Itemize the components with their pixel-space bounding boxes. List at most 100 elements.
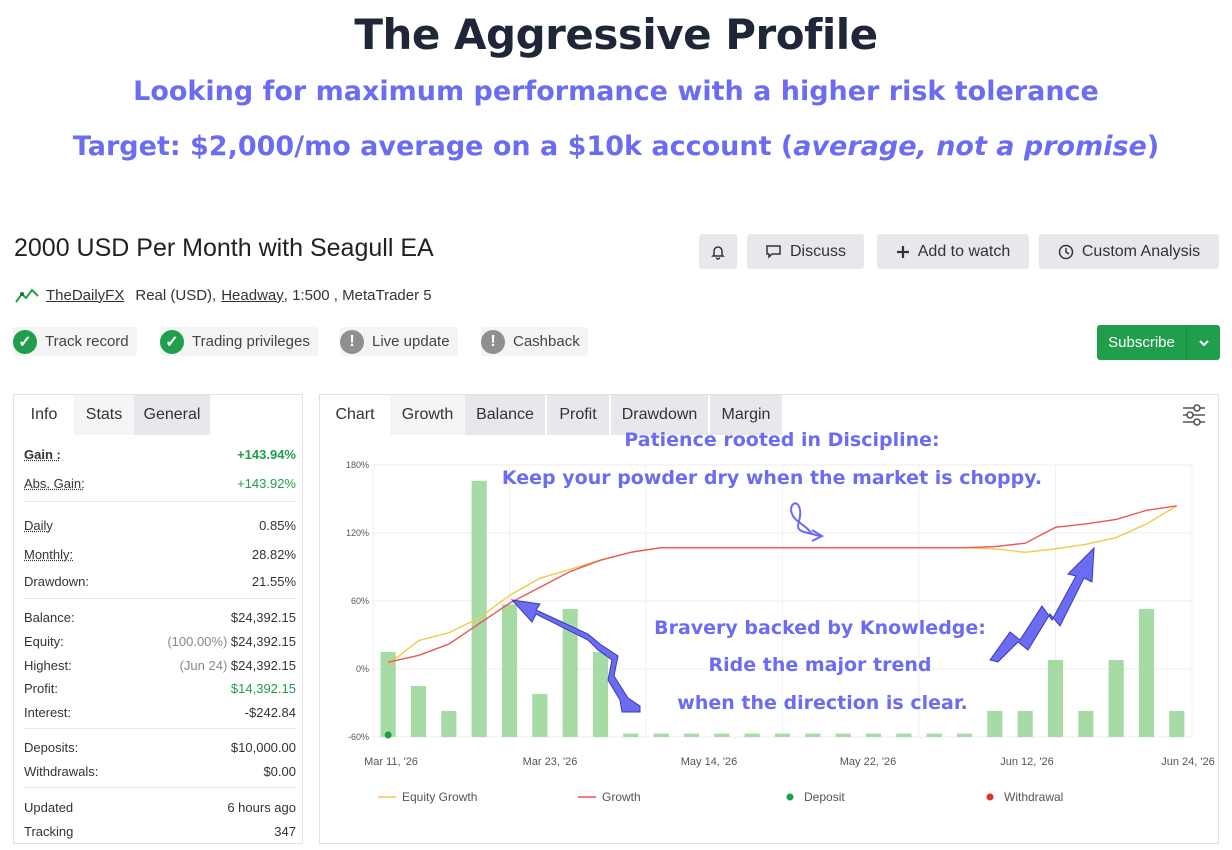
author-link[interactable]: TheDailyFX	[46, 286, 125, 304]
bar	[471, 480, 487, 737]
subscribe-dropdown[interactable]	[1186, 325, 1220, 360]
stat-label: Updated	[24, 799, 74, 815]
bar	[532, 693, 548, 737]
badge-trading-privileges[interactable]: ✓ Trading privileges	[160, 327, 318, 356]
tab-profit[interactable]: Profit	[547, 395, 609, 435]
stat-note: (100.00%)	[167, 633, 228, 649]
stat-daily: Daily 0.85%	[24, 516, 296, 534]
bar	[805, 733, 821, 737]
stat-label: Drawdown:	[24, 573, 90, 589]
bar	[1138, 608, 1155, 737]
tab-info[interactable]: Info	[14, 395, 74, 435]
stat-label: Profit:	[24, 680, 58, 696]
add-to-watch-label: Add to watch	[917, 242, 1011, 260]
stats-panel: Info Stats General Gain : +143.94% Abs. …	[13, 394, 303, 844]
chart-settings-icon[interactable]	[1181, 403, 1207, 427]
bar	[380, 652, 396, 737]
legend-label: Deposit	[804, 790, 845, 804]
custom-analysis-button[interactable]: Custom Analysis	[1039, 234, 1219, 269]
divider	[24, 501, 296, 502]
stat-label: Highest:	[24, 657, 72, 673]
tab-balance[interactable]: Balance	[465, 395, 545, 435]
stat-note: (Jun 24)	[179, 657, 228, 673]
y-tick-label: 0%	[356, 664, 369, 674]
bar	[410, 686, 427, 737]
stat-label[interactable]: Abs. Gain:	[24, 475, 85, 491]
target-prefix: Target: $2,000/mo average on a $10k acco…	[72, 131, 794, 162]
subscribe-button[interactable]: Subscribe	[1097, 325, 1220, 360]
stat-value: (100.00%) $24,392.15	[167, 634, 296, 649]
bell-icon	[711, 245, 725, 260]
growth-line	[388, 505, 1177, 663]
annotation-patience-body: Keep your powder dry when the market is …	[501, 467, 1043, 489]
broker-link[interactable]: Headway	[221, 286, 284, 304]
stat-highest: Highest: (Jun 24) $24,392.15	[24, 656, 296, 674]
annotation-bravery-line1: Ride the major trend	[708, 654, 932, 676]
x-tick-label: Mar 11, '26	[364, 756, 418, 768]
x-tick-label: Jun 24, '26	[1161, 756, 1214, 768]
stat-profit: Profit: $14,392.15	[24, 679, 296, 697]
stats-tabs: Info Stats General	[14, 395, 302, 435]
stat-abs-gain: Abs. Gain: +143.92%	[24, 474, 296, 492]
tab-drawdown[interactable]: Drawdown	[611, 395, 708, 435]
bar	[683, 733, 700, 737]
y-tick-label: 120%	[346, 528, 369, 538]
tab-margin[interactable]: Margin	[710, 395, 782, 435]
chevron-down-icon	[1198, 339, 1209, 346]
tab-chart[interactable]: Chart	[320, 395, 390, 435]
badge-track-record[interactable]: ✓ Track record	[13, 327, 137, 356]
subscribe-label[interactable]: Subscribe	[1108, 334, 1175, 351]
bar	[744, 733, 760, 737]
stat-label[interactable]: Gain :	[24, 446, 61, 462]
author-logo-icon	[15, 288, 39, 303]
badge-label: Trading privileges	[192, 333, 310, 350]
stat-tracking: Tracking 347	[24, 822, 296, 840]
divider	[24, 598, 296, 599]
stat-label[interactable]: Daily	[24, 517, 53, 533]
legend-label: Withdrawal	[1004, 790, 1063, 804]
tab-stats[interactable]: Stats	[74, 395, 134, 435]
x-tick-label: May 14, '26	[681, 756, 738, 768]
stat-updated: Updated 6 hours ago	[24, 798, 296, 816]
bar	[1047, 659, 1064, 737]
bar	[926, 733, 942, 737]
bar	[896, 733, 912, 737]
custom-analysis-label: Custom Analysis	[1081, 242, 1201, 260]
system-meta: TheDailyFX Real (USD), Headway , 1:500 ,…	[14, 285, 432, 305]
plus-icon	[896, 245, 909, 258]
bar	[714, 733, 730, 737]
tab-general[interactable]: General	[134, 395, 210, 435]
stat-label: Equity:	[24, 633, 64, 649]
stat-value: 6 hours ago	[227, 799, 296, 815]
stat-value: 0.85%	[259, 517, 296, 533]
badge-live-update[interactable]: ! Live update	[340, 327, 458, 356]
badge-cashback[interactable]: ! Cashback	[481, 327, 588, 356]
bar	[956, 733, 973, 737]
stat-equity: Equity: (100.00%) $24,392.15	[24, 632, 296, 650]
bar	[1017, 710, 1033, 737]
stat-value: 347	[274, 823, 296, 839]
stat-label: Tracking	[24, 823, 74, 839]
hero-title: The Aggressive Profile	[354, 10, 878, 59]
hero-target: Target: $2,000/mo average on a $10k acco…	[0, 131, 1232, 162]
discuss-button[interactable]: Discuss	[747, 234, 864, 269]
bar	[1078, 710, 1094, 737]
bar	[1169, 710, 1185, 737]
bar	[835, 733, 851, 737]
stat-value: 21.55%	[251, 573, 296, 589]
stat-value: +143.94%	[237, 446, 296, 462]
stat-value: $14,392.15	[230, 680, 296, 696]
bar	[987, 710, 1003, 737]
notify-button[interactable]	[699, 234, 737, 269]
bar	[623, 733, 639, 737]
discuss-label: Discuss	[789, 242, 846, 260]
stat-value: +143.92%	[237, 475, 296, 491]
divider	[24, 787, 296, 788]
add-to-watch-button[interactable]: Add to watch	[877, 234, 1029, 269]
tab-growth[interactable]: Growth	[390, 395, 465, 435]
bar	[653, 733, 669, 737]
stat-withdrawals: Withdrawals: $0.00	[24, 762, 296, 780]
stat-label[interactable]: Monthly:	[24, 546, 74, 562]
divider	[24, 728, 296, 729]
clock-icon	[1058, 244, 1074, 259]
